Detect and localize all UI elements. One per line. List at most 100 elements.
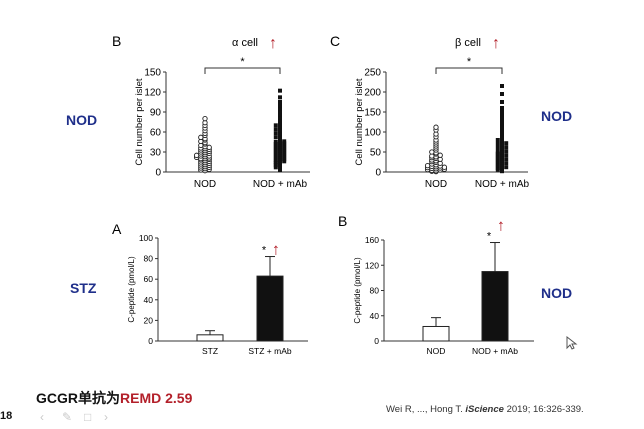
trend-up-arrow-icon: ↑ [269, 35, 277, 52]
data-point [278, 110, 282, 114]
prev-slide-icon[interactable]: ‹ [40, 410, 44, 424]
next-slide-icon[interactable]: › [104, 410, 108, 424]
data-point [278, 118, 282, 122]
y-tick-label: 120 [144, 88, 161, 99]
significance-marker: * [240, 56, 245, 68]
data-point [500, 154, 504, 159]
data-point [273, 135, 278, 140]
bar [256, 275, 284, 342]
row-label-stz: STZ [70, 280, 97, 296]
data-point [273, 131, 278, 136]
data-point [278, 100, 282, 104]
y-tick-label: 90 [150, 108, 162, 119]
data-point [495, 154, 500, 158]
panel-letter: C [330, 33, 340, 49]
data-point [278, 103, 282, 108]
page-number: 18 [0, 410, 13, 422]
trend-up-arrow-icon: ↑ [272, 242, 280, 259]
row-label-nod-right-bottom: NOD [541, 285, 573, 301]
y-axis-label: C-peptide (pmol/L) [127, 256, 136, 323]
citation: Wei R, ..., Hong T. iScience 2019; 16:32… [386, 404, 584, 415]
data-point [206, 144, 212, 150]
data-point [278, 132, 282, 137]
data-point [282, 141, 287, 146]
data-point [198, 134, 204, 140]
data-point [282, 149, 287, 154]
data-point [504, 161, 509, 166]
data-point [495, 142, 500, 146]
y-tick-label: 100 [364, 128, 381, 139]
data-point [202, 116, 208, 122]
y-tick-label: 40 [370, 311, 380, 321]
mouse-cursor-icon [566, 336, 578, 350]
y-tick-label: 80 [370, 286, 380, 296]
data-point [282, 139, 287, 144]
data-point [504, 153, 509, 158]
significance-bracket [435, 67, 503, 74]
data-point [441, 164, 448, 170]
y-tick-label: 60 [144, 274, 154, 284]
data-point [433, 124, 439, 130]
data-point [500, 92, 504, 96]
y-tick-label: 80 [144, 254, 154, 264]
y-tick-label: 0 [375, 168, 381, 179]
data-point [504, 165, 509, 170]
y-tick-label: 0 [155, 168, 161, 179]
data-point [282, 145, 287, 150]
x-tick-label: NOD + mAb [253, 179, 308, 190]
data-point [504, 157, 509, 162]
significance-marker: * [487, 231, 492, 243]
y-axis-label: Cell number per islet [134, 78, 145, 165]
footer-prefix: GCGR单抗为 [36, 390, 120, 406]
data-point [437, 152, 443, 158]
data-point [495, 166, 500, 170]
y-tick-label: 60 [150, 128, 162, 139]
y-tick-label: 200 [364, 88, 381, 99]
data-point [278, 106, 282, 111]
data-point [504, 145, 509, 150]
data-point [500, 118, 504, 122]
data-point [500, 162, 504, 167]
bar [422, 325, 450, 342]
data-point [495, 150, 500, 154]
y-tick-label: 120 [365, 260, 379, 270]
data-point [429, 149, 435, 155]
trend-up-arrow-icon: ↑ [497, 218, 505, 235]
citation-details: 2019; 16:326-339. [503, 404, 584, 415]
pen-icon[interactable]: ✎ [62, 410, 73, 424]
y-tick-label: 100 [139, 233, 153, 243]
footer-summary: GCGR单抗为REMD 2.59 [36, 388, 192, 408]
data-point [504, 149, 509, 154]
panel-letter: B [112, 33, 121, 49]
y-tick-label: 40 [144, 295, 154, 305]
x-tick-label: NOD + mAb [475, 179, 530, 190]
data-point [273, 140, 278, 144]
data-point [278, 95, 282, 100]
chart-stz-cpeptide-bar: A 0 20 40 60 80 100 C-peptide (pmol/L) STZ STZ + … [112, 221, 308, 356]
y-tick-label: 20 [144, 315, 154, 325]
y-tick-label: 0 [148, 336, 153, 346]
significance-marker: * [467, 56, 472, 68]
data-point [278, 140, 282, 145]
data-point [500, 158, 504, 163]
x-tick-label: NOD [427, 346, 446, 356]
data-point [504, 141, 509, 146]
y-tick-label: 30 [150, 148, 162, 159]
data-point [500, 166, 504, 171]
significance-bracket [204, 67, 281, 74]
panel-letter: B [338, 213, 347, 229]
footer-highlight: REMD 2.59 [120, 390, 193, 406]
chart-title: α cell [232, 37, 258, 49]
y-tick-label: 150 [364, 108, 381, 119]
data-point [278, 136, 282, 141]
x-tick-label: STZ + mAb [248, 346, 291, 356]
trend-up-arrow-icon: ↑ [492, 35, 500, 52]
y-tick-label: 250 [364, 68, 381, 79]
view-icon[interactable]: □ [84, 410, 92, 424]
data-point [424, 162, 431, 169]
data-point [500, 100, 504, 104]
data-point [282, 147, 287, 152]
y-tick-label: 50 [370, 148, 382, 159]
data-point [278, 156, 282, 161]
